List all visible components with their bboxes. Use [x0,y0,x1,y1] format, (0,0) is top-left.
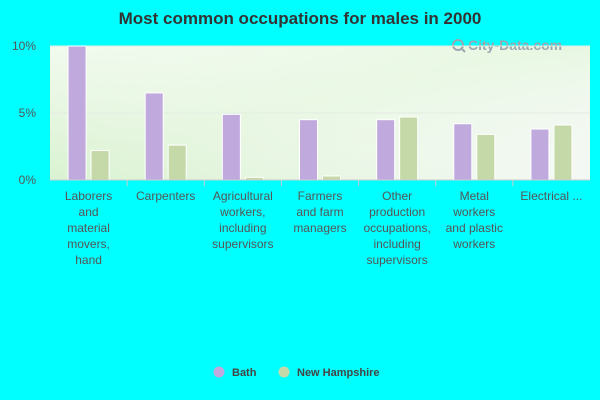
category-label: Metal workers and plastic workers [446,189,503,251]
bar-new-hampshire [553,124,573,181]
category-label-line: material [67,221,110,235]
chart-title: Most common occupations for males in 200… [119,9,482,28]
bar-bath [299,119,318,181]
legend: Bath New Hampshire [213,366,380,379]
bar-bath [67,45,87,181]
category-label: Carpenters [136,189,195,203]
bar-new-hampshire [167,144,187,181]
category-label: Other production occupations, including supe… [363,189,430,267]
category-label: Electrical ... [520,189,582,203]
category-label-line: Metal [460,189,489,203]
watermark-text: City-Data.com [468,37,562,53]
category-label-line: and farm [296,205,343,219]
category-label-line: Farmers [298,189,343,203]
category-label-line: workers [452,205,495,219]
category-label: Farmers and farm managers [293,189,346,235]
bar-new-hampshire [399,116,419,181]
category-label-line: occupations, [363,221,430,235]
y-axis-ticks: 0% 5% 10% [12,39,36,187]
watermark: City-Data.com [452,37,562,53]
category-label-line: workers [452,237,495,251]
category-label-line: production [369,205,425,219]
legend-swatch [213,366,225,378]
y-tick-label: 10% [12,39,36,53]
legend-label: Bath [232,367,257,379]
category-label-line: movers, [67,237,110,251]
grid-lines [50,45,590,114]
bar-new-hampshire [322,175,341,181]
category-labels: Laborers and material movers, hand Carpenters… [65,189,583,267]
bar-bath [221,113,241,181]
bar-bath [144,92,164,181]
bar-new-hampshire [90,150,110,181]
category-label-line: supervisors [366,253,427,267]
y-tick-label: 5% [19,106,37,120]
category-label-line: Laborers [65,189,112,203]
category-label-line: managers [293,221,346,235]
legend-swatch [278,366,290,378]
bar-new-hampshire [476,133,496,181]
category-label: Agricultural workers, including supervisors [212,189,273,251]
category-label-line: Electrical ... [520,189,582,203]
bar-bath [530,128,550,181]
category-label-line: including [373,237,420,251]
category-label-line: workers, [219,205,265,219]
category-label-line: including [219,221,266,235]
bar-bath [376,119,396,181]
category-label-line: supervisors [212,237,273,251]
category-label: Laborers and material movers, hand [65,189,112,267]
category-label-line: and [79,205,99,219]
category-label-line: Other [382,189,412,203]
legend-label: New Hampshire [297,367,380,379]
watermark-magnifier-icon [452,39,466,53]
y-tick-label: 0% [19,173,37,187]
category-label-line: hand [75,253,102,267]
bar-bath [453,123,473,181]
category-label-line: and plastic [446,221,503,235]
category-label-line: Carpenters [136,189,195,203]
category-label-line: Agricultural [213,189,273,203]
bars [67,45,573,181]
category-separators [126,180,514,186]
